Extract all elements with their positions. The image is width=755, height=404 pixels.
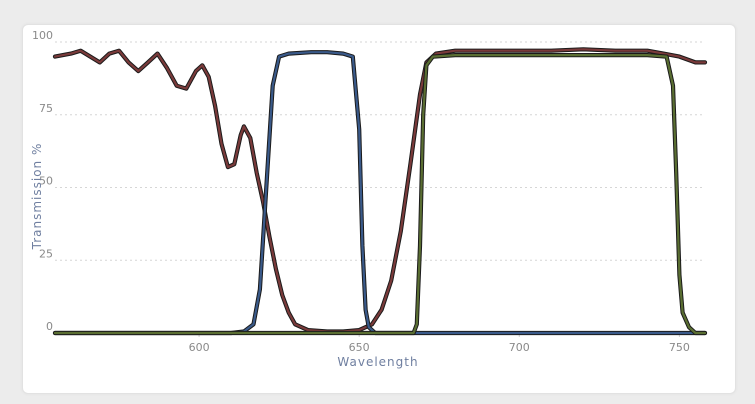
y-axis-title: Transmission % (30, 143, 44, 251)
series-outline-2 (52, 50, 708, 336)
x-tick-labels: 600 650 700 750 (189, 341, 690, 354)
y-tick-label: 75 (39, 102, 53, 115)
series-lines (52, 47, 708, 336)
series-line-1 (53, 48, 707, 333)
y-tick-labels: 0 25 50 75 100 (32, 29, 53, 333)
y-tick-label: 25 (39, 247, 53, 260)
x-tick-label: 700 (509, 341, 530, 354)
y-tick-label: 0 (46, 320, 53, 333)
x-axis-title: Wavelength (337, 355, 418, 369)
series-line-2 (53, 51, 707, 335)
gridlines (55, 41, 705, 337)
x-tick-label: 600 (189, 341, 210, 354)
y-tick-label: 50 (39, 175, 53, 188)
series-outline-3 (52, 53, 708, 336)
x-tick-label: 750 (669, 341, 690, 354)
series-line-3 (53, 54, 707, 335)
series-outline-1 (52, 47, 708, 334)
x-tick-label: 650 (349, 341, 370, 354)
y-tick-label: 100 (32, 29, 53, 42)
